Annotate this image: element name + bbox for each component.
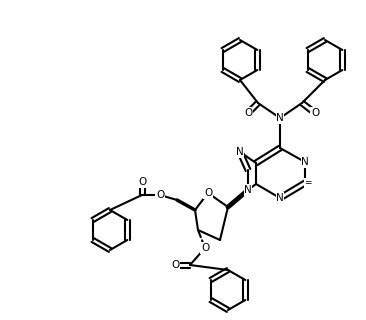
Text: N: N bbox=[301, 157, 309, 167]
Text: O: O bbox=[201, 243, 209, 253]
Text: N: N bbox=[276, 193, 284, 203]
Text: O: O bbox=[171, 260, 179, 270]
Text: =: = bbox=[304, 179, 312, 188]
Text: O: O bbox=[244, 108, 252, 118]
Text: N: N bbox=[244, 185, 252, 195]
Text: N: N bbox=[276, 113, 284, 123]
Text: N: N bbox=[236, 147, 244, 157]
Text: O: O bbox=[311, 108, 319, 118]
Text: O: O bbox=[204, 188, 212, 198]
Text: O: O bbox=[138, 177, 146, 187]
Text: O: O bbox=[156, 190, 164, 200]
